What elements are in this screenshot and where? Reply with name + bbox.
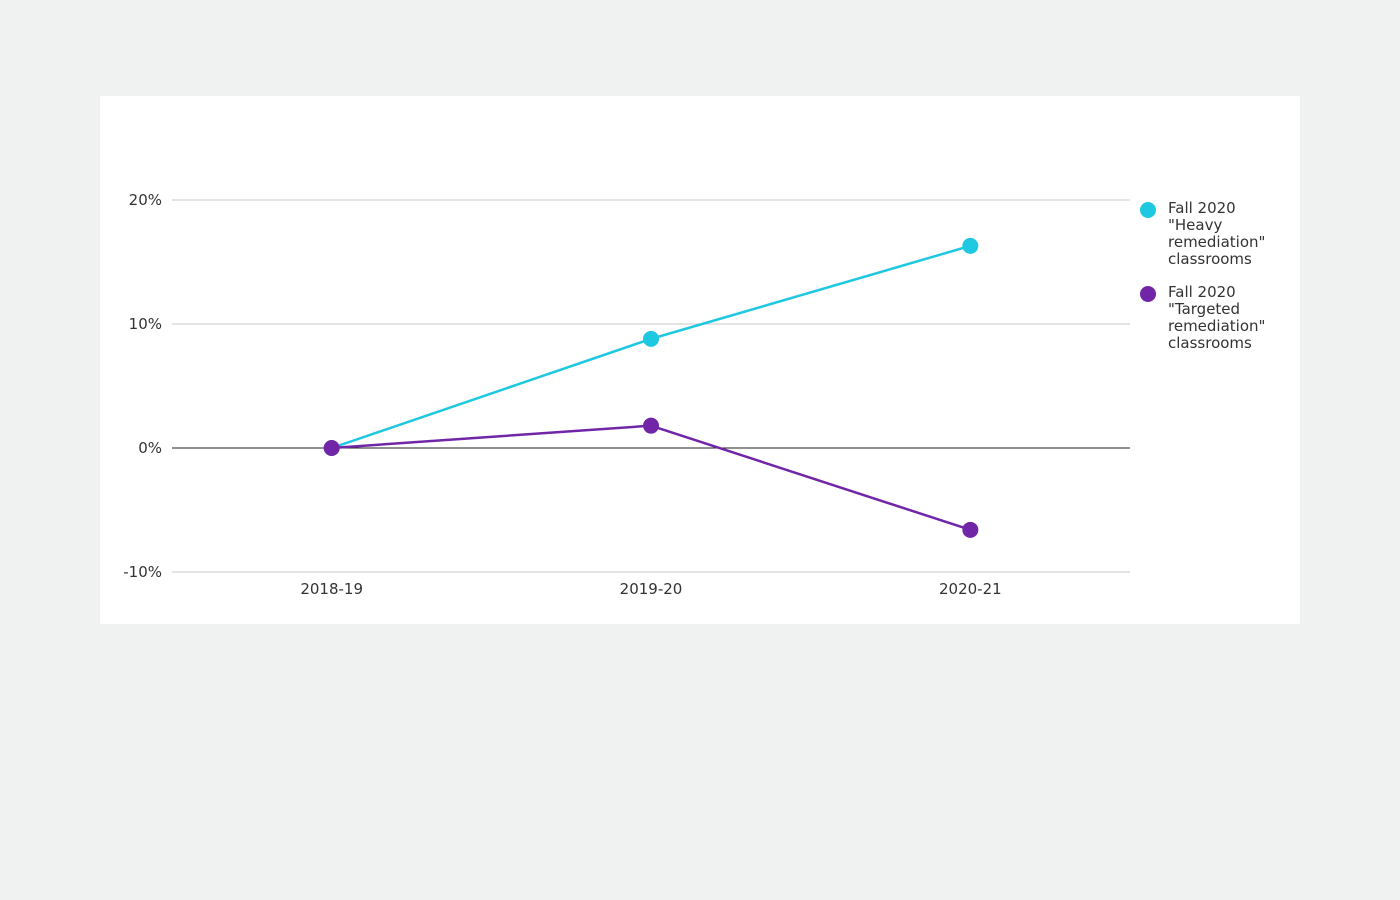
- legend-label-heavy-remediation: Fall 2020 "Heavy remediation" classrooms: [1168, 199, 1266, 268]
- series-1-point[interactable]: [323, 440, 340, 456]
- y-tick-label: 10%: [129, 315, 162, 333]
- x-tick-label: 2019-20: [620, 580, 683, 598]
- legend-item-heavy-remediation[interactable]: Fall 2020 "Heavy remediation" classrooms: [1140, 200, 1290, 268]
- legend-swatch-targeted-remediation: [1140, 286, 1156, 302]
- y-tick-label: 0%: [138, 439, 162, 457]
- series-line-1: [331, 424, 971, 532]
- series-1-point[interactable]: [962, 521, 979, 538]
- chart-legend: Fall 2020 "Heavy remediation" classrooms…: [1140, 200, 1290, 368]
- series-0-point[interactable]: [962, 237, 979, 254]
- legend-item-targeted-remediation[interactable]: Fall 2020 "Targeted remediation" classro…: [1140, 284, 1290, 352]
- x-tick-label: 2020-21: [939, 580, 1002, 598]
- y-tick-label: 20%: [129, 191, 162, 209]
- legend-swatch-heavy-remediation: [1140, 202, 1156, 218]
- x-tick-label: 2018-19: [300, 580, 363, 598]
- chart-panel: 20% 10% 0% -10% 2018-19 2019-20 2020-21 Fall 2…: [100, 96, 1300, 624]
- series-0-point[interactable]: [643, 330, 659, 347]
- y-tick-label: -10%: [123, 563, 162, 581]
- line-chart: 20% 10% 0% -10% 2018-19 2019-20 2020-21: [123, 191, 1130, 598]
- legend-label-targeted-remediation: Fall 2020 "Targeted remediation" classro…: [1168, 283, 1266, 352]
- series-1-point[interactable]: [643, 417, 659, 434]
